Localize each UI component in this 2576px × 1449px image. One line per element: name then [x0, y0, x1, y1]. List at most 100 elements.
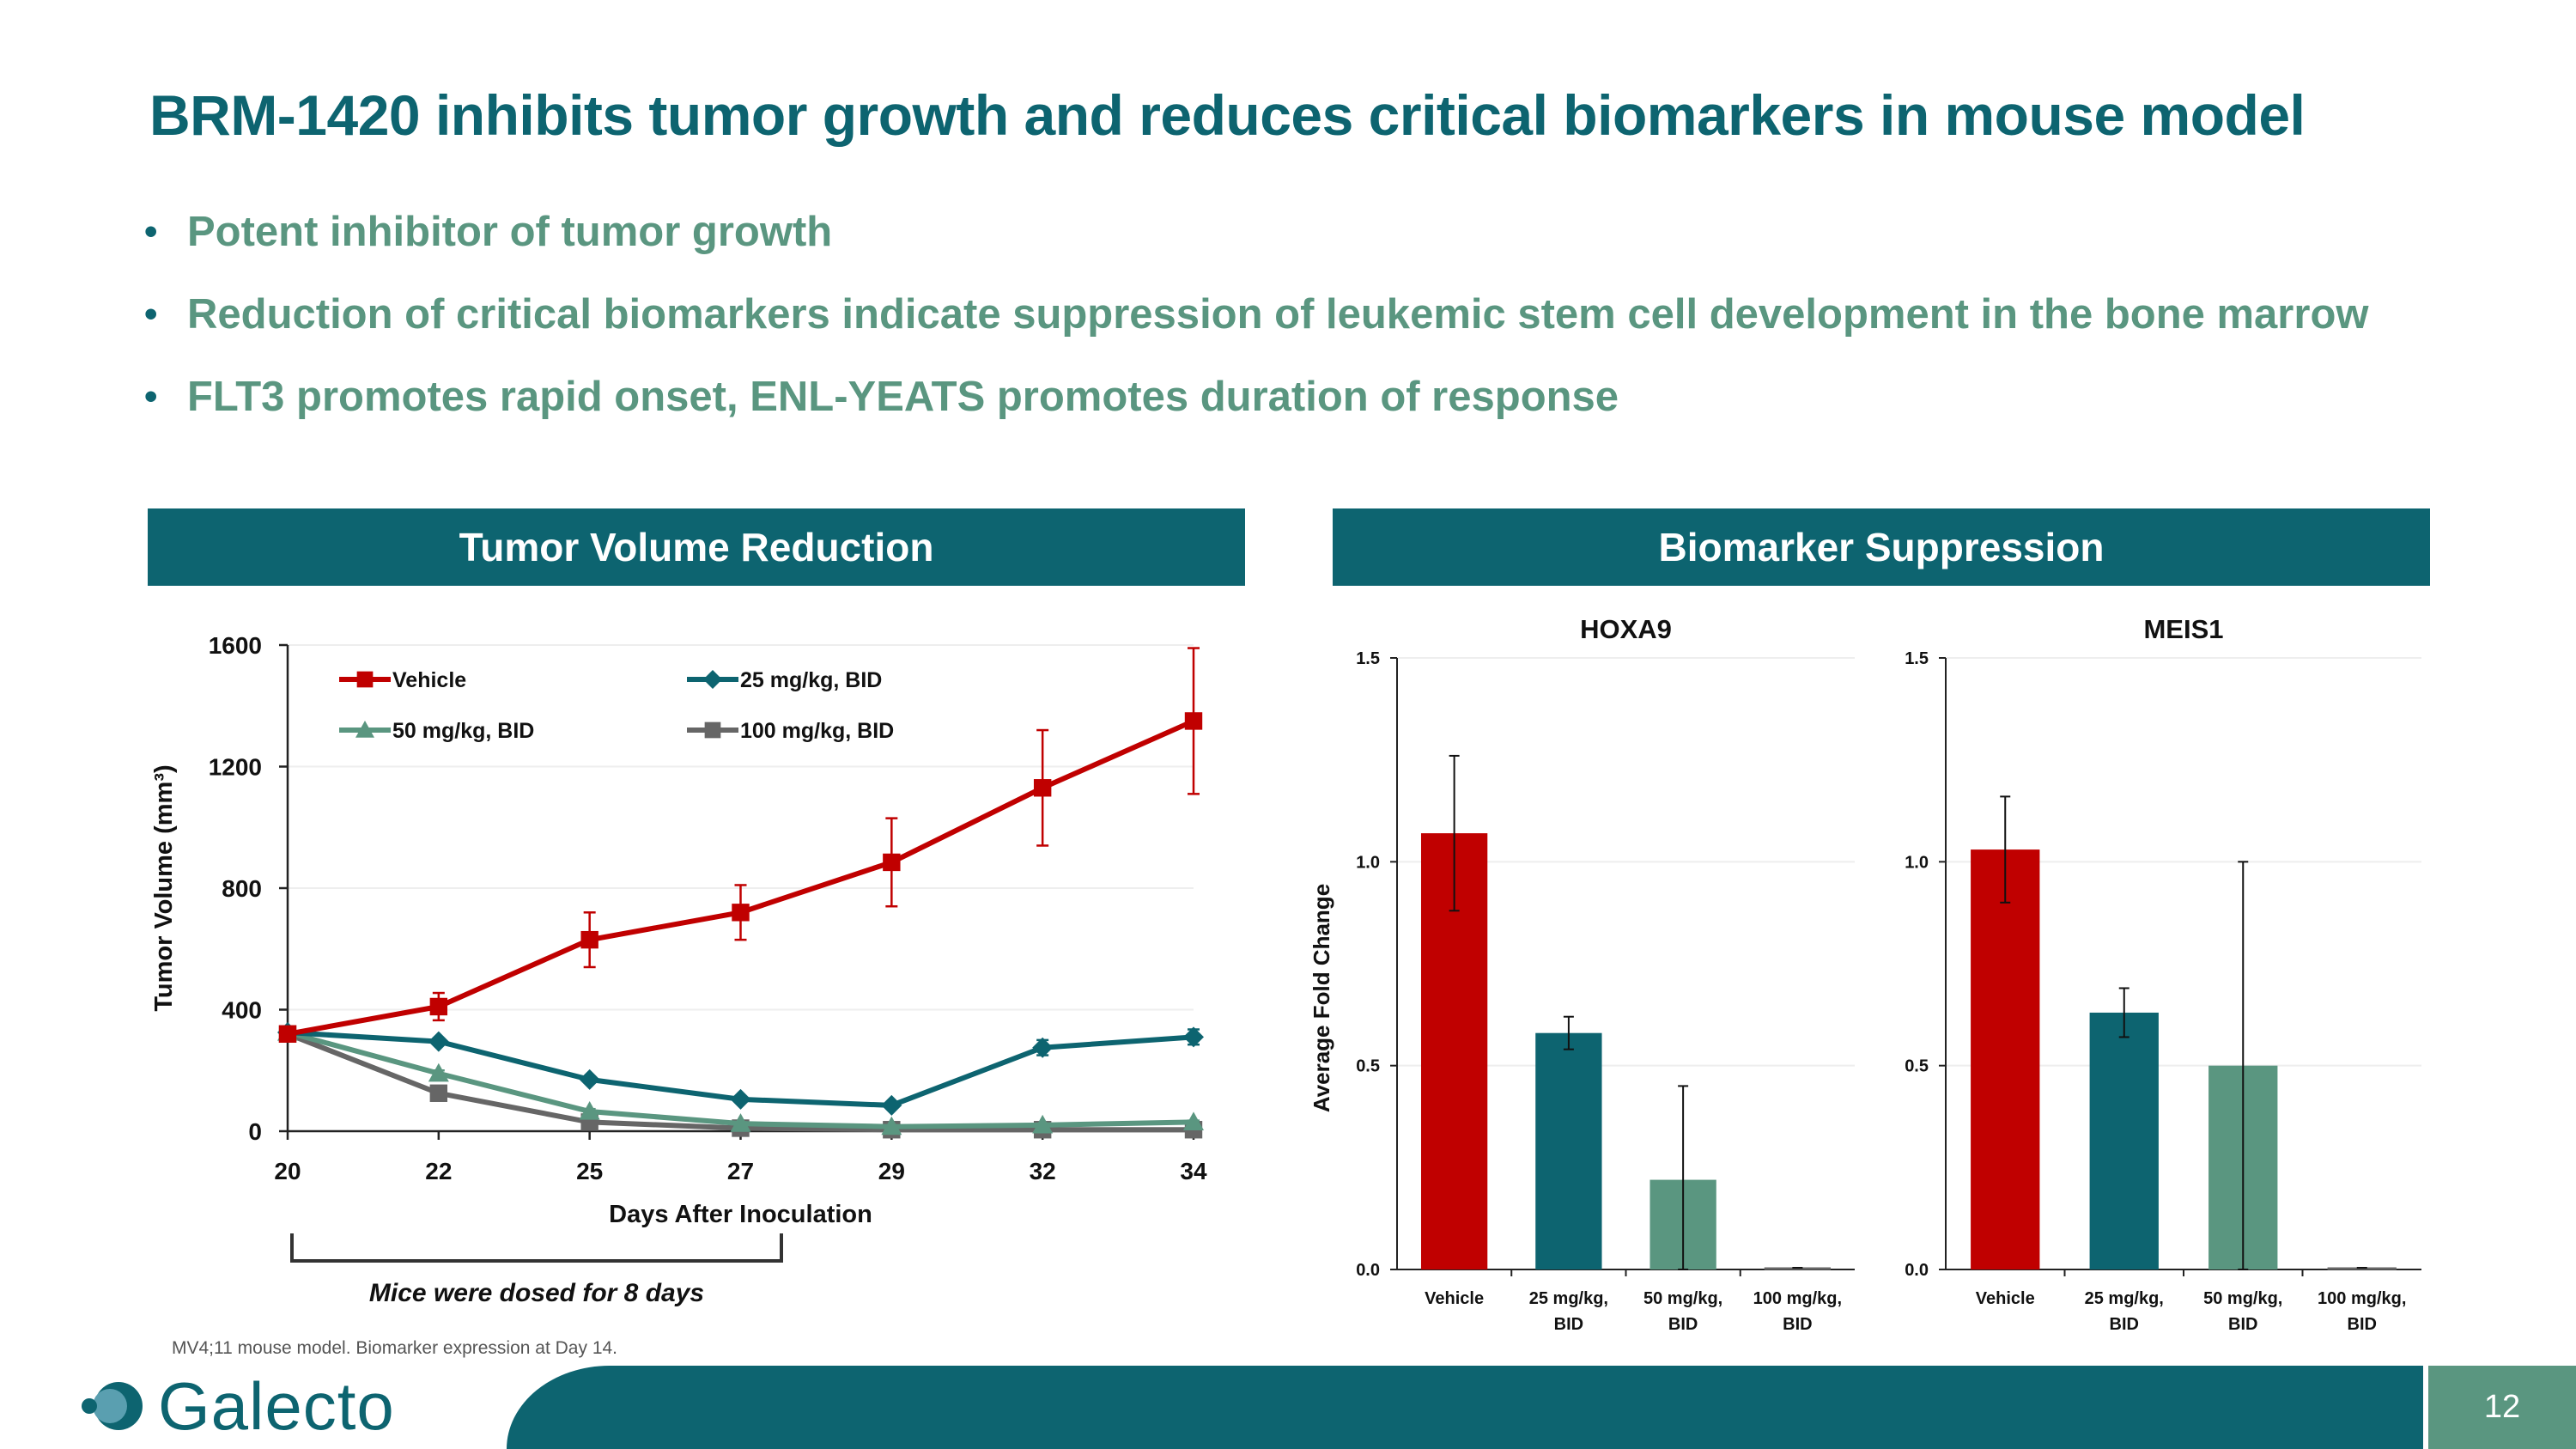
bullet-text: Reduction of critical biomarkers indicat… — [187, 291, 2369, 338]
legend-marker — [704, 721, 721, 739]
legend-marker — [703, 670, 722, 689]
x-tick-label: 50 mg/kg, BID — [2203, 1289, 2282, 1334]
x-tick-label-line: 100 mg/kg, — [2318, 1289, 2406, 1308]
data-point — [429, 997, 448, 1016]
legend-label: 25 mg/kg, BID — [740, 668, 882, 692]
bullet-list: • Potent inhibitor of tumor growth • Reduc… — [144, 206, 2369, 454]
bullet-dot-icon: • — [144, 210, 158, 253]
x-tick-label-line: 25 mg/kg, — [2085, 1289, 2164, 1308]
dosing-bracket-label: Mice were dosed for 8 days — [369, 1279, 704, 1307]
x-tick-label-line: 50 mg/kg, — [2203, 1289, 2282, 1308]
data-point — [1183, 1026, 1204, 1048]
legend-item: Vehicle — [339, 668, 466, 692]
data-point — [732, 904, 750, 922]
footer-band — [507, 1366, 2423, 1449]
y-tick-label: 1600 — [209, 632, 262, 659]
page-number: 12 — [2428, 1366, 2576, 1449]
galecto-logo: Galecto — [77, 1367, 395, 1445]
data-point — [1032, 1037, 1054, 1058]
dosing-bracket — [290, 1233, 783, 1263]
logo-text: Galecto — [158, 1367, 395, 1444]
x-tick-label: 25 — [576, 1158, 603, 1184]
legend-marker — [356, 671, 374, 688]
data-point — [580, 930, 598, 949]
slide-title: BRM-1420 inhibits tumor growth and reduc… — [149, 83, 2306, 147]
bar — [1971, 849, 2040, 1269]
x-tick-label: 34 — [1180, 1158, 1207, 1184]
x-axis-label: Days After Inoculation — [609, 1201, 872, 1228]
footnote: MV4;11 mouse model. Biomarker expression… — [172, 1338, 618, 1358]
bullet-dot-icon: • — [144, 293, 158, 335]
legend-label: Vehicle — [392, 668, 466, 692]
x-tick-label-line: Vehicle — [1976, 1289, 2035, 1308]
x-tick-label-line: 25 mg/kg, — [1529, 1289, 1608, 1308]
data-point — [881, 1094, 902, 1116]
bar — [1535, 1032, 1602, 1269]
data-point — [881, 1116, 902, 1135]
x-tick-label-line: BID — [1668, 1315, 1698, 1334]
tumor-volume-line-chart: 0 400 800 1200 1600 20 22 25 27 29 32 34 Days After … — [150, 632, 1207, 1307]
hoxa9-bar-chart: HOXA9 0.0 0.5 1.0 1.5 Average Fold Change Vehi… — [1309, 614, 1855, 1334]
legend-marker — [355, 721, 374, 738]
y-tick-label: 1.5 — [1905, 649, 1929, 668]
y-axis-label: Average Fold Change — [1309, 884, 1334, 1112]
data-point — [883, 853, 901, 872]
y-tick-label: 1.5 — [1356, 649, 1380, 668]
x-tick-label-line: Vehicle — [1425, 1289, 1484, 1308]
x-tick-label: 20 — [274, 1158, 301, 1184]
bar-chart-title: HOXA9 — [1580, 614, 1672, 644]
x-tick-label: Vehicle — [1976, 1289, 2035, 1308]
y-tick-label: 0.0 — [1356, 1261, 1380, 1280]
data-point — [1184, 712, 1203, 730]
y-axis-label: Tumor Volume (mm³) — [150, 764, 178, 1011]
y-tick-label: 0.0 — [1905, 1261, 1929, 1280]
bar-chart-title: MEIS1 — [2143, 614, 2223, 644]
y-tick-label: 1.0 — [1905, 853, 1929, 872]
legend-label: 100 mg/kg, BID — [740, 719, 894, 743]
y-tick-label: 0 — [248, 1118, 262, 1145]
y-tick-label: 1.0 — [1356, 853, 1380, 872]
x-tick-label-line: BID — [2110, 1315, 2139, 1334]
bullet-text: Potent inhibitor of tumor growth — [187, 209, 833, 255]
bar — [2089, 1012, 2159, 1269]
tumor-volume-header: Tumor Volume Reduction — [148, 508, 1245, 586]
x-tick-label-line: BID — [1783, 1315, 1812, 1334]
data-point — [278, 1025, 297, 1043]
legend-item: 50 mg/kg, BID — [339, 719, 534, 743]
y-tick-label: 800 — [222, 875, 262, 902]
x-tick-label-line: BID — [2228, 1315, 2257, 1334]
x-tick-label: 29 — [878, 1158, 905, 1184]
x-tick-label: 32 — [1030, 1158, 1056, 1184]
y-tick-label: 1200 — [209, 754, 262, 781]
data-point — [730, 1088, 751, 1110]
data-point — [1183, 1111, 1204, 1130]
legend-item: 25 mg/kg, BID — [687, 668, 882, 692]
bullet-item: • Potent inhibitor of tumor growth — [144, 206, 2369, 289]
data-point — [428, 1062, 449, 1082]
legend-item: 100 mg/kg, BID — [687, 719, 894, 743]
bullet-item: • FLT3 promotes rapid onset, ENL-YEATS pr… — [144, 371, 2369, 454]
series-vehicle — [278, 647, 1203, 1043]
x-tick-label: 50 mg/kg, BID — [1643, 1289, 1722, 1334]
data-point — [1033, 779, 1052, 797]
x-tick-label: 100 mg/kg, BID — [1753, 1289, 1842, 1334]
x-tick-label: Vehicle — [1425, 1289, 1484, 1308]
data-point — [429, 1084, 448, 1102]
x-tick-label-line: 50 mg/kg, — [1643, 1289, 1722, 1308]
y-tick-label: 0.5 — [1905, 1057, 1929, 1076]
y-tick-label: 0.5 — [1356, 1057, 1380, 1076]
x-tick-label: 27 — [727, 1158, 754, 1184]
y-tick-label: 400 — [222, 997, 262, 1024]
bullet-item: • Reduction of critical biomarkers indica… — [144, 289, 2369, 371]
x-tick-label-line: 100 mg/kg, — [1753, 1289, 1842, 1308]
x-tick-label: 25 mg/kg, BID — [2085, 1289, 2164, 1334]
legend-label: 50 mg/kg, BID — [392, 719, 534, 743]
x-tick-label: 25 mg/kg, BID — [1529, 1289, 1608, 1334]
x-tick-label-line: BID — [1554, 1315, 1583, 1334]
data-point — [579, 1101, 600, 1120]
data-point — [730, 1113, 751, 1132]
data-point — [428, 1031, 449, 1052]
galecto-logo-icon — [82, 1382, 143, 1430]
bullet-text: FLT3 promotes rapid onset, ENL-YEATS pro… — [187, 374, 1619, 420]
